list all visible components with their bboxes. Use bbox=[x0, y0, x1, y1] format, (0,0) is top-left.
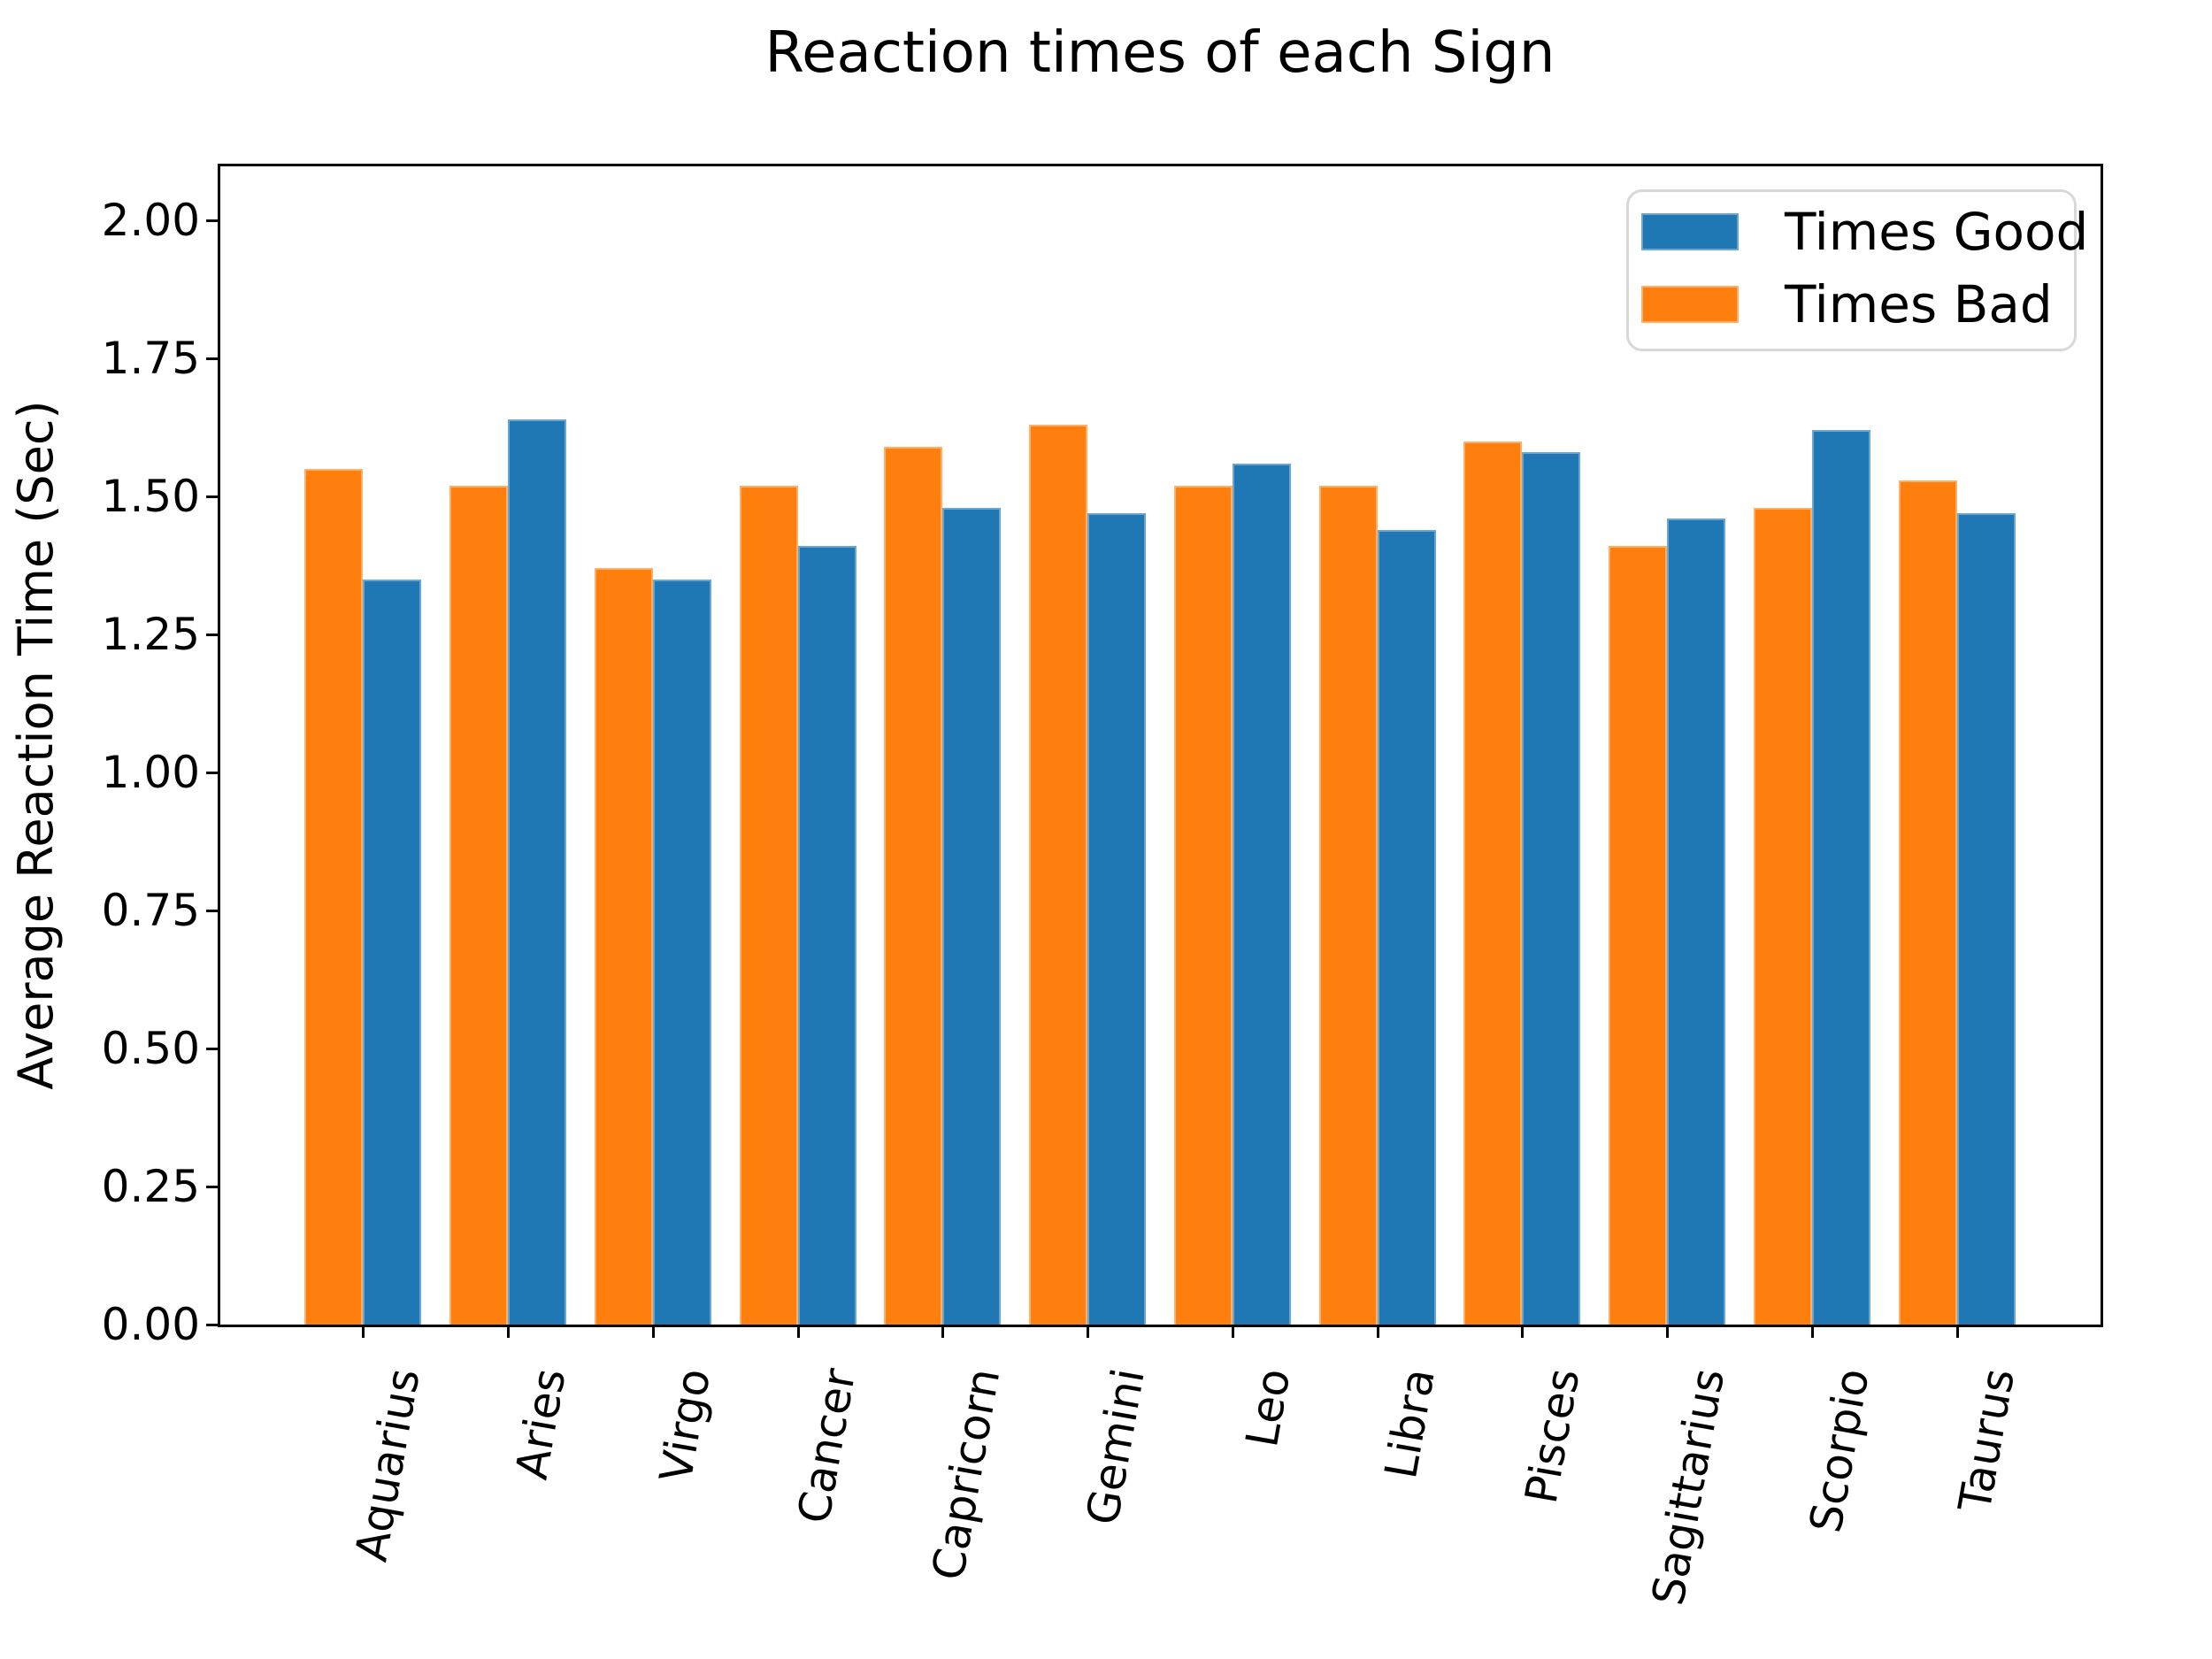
bar-times-good-aries bbox=[508, 419, 566, 1325]
x-tick-label-pisces: Pisces bbox=[1515, 1364, 1590, 1508]
x-tick-mark bbox=[1232, 1325, 1234, 1338]
x-tick-label-scorpio: Scorpio bbox=[1800, 1364, 1880, 1537]
bar-times-good-aquarius bbox=[363, 580, 421, 1325]
y-tick-mark bbox=[206, 772, 219, 774]
bar-times-bad-capricorn bbox=[884, 447, 942, 1325]
x-tick-mark bbox=[1521, 1325, 1524, 1338]
bar-times-good-virgo bbox=[653, 580, 711, 1325]
y-tick-label: 2.00 bbox=[101, 195, 200, 246]
x-tick-mark bbox=[1956, 1325, 1959, 1338]
x-tick-mark bbox=[941, 1325, 944, 1338]
bar-times-bad-virgo bbox=[595, 568, 653, 1325]
legend-swatch-times-bad bbox=[1641, 285, 1739, 323]
legend-item-times-good: Times Good bbox=[1641, 203, 2088, 260]
y-tick-label: 0.00 bbox=[101, 1299, 200, 1350]
bar-times-good-leo bbox=[1233, 464, 1291, 1325]
bar-times-good-scorpio bbox=[1812, 430, 1870, 1325]
chart-title: Reaction times of each Sign bbox=[764, 20, 1555, 86]
bar-times-bad-cancer bbox=[740, 486, 798, 1325]
legend-label-times-good: Times Good bbox=[1785, 201, 2089, 262]
bar-times-bad-sagittarius bbox=[1609, 546, 1667, 1325]
bar-times-good-cancer bbox=[798, 546, 856, 1325]
bar-times-bad-libra bbox=[1319, 486, 1378, 1325]
x-tick-mark bbox=[1087, 1325, 1089, 1338]
x-tick-mark bbox=[1377, 1325, 1379, 1338]
y-tick-label: 0.50 bbox=[101, 1023, 200, 1074]
bar-times-bad-scorpio bbox=[1754, 508, 1812, 1325]
y-tick-label: 1.00 bbox=[101, 747, 200, 798]
bar-times-good-capricorn bbox=[942, 508, 1001, 1325]
bar-times-good-sagittarius bbox=[1667, 518, 1725, 1325]
bar-times-bad-aries bbox=[449, 486, 508, 1325]
y-tick-label: 0.75 bbox=[101, 885, 200, 936]
y-tick-mark bbox=[206, 219, 219, 222]
y-tick-label: 1.50 bbox=[101, 471, 200, 522]
x-tick-mark bbox=[1811, 1325, 1814, 1338]
bar-times-bad-taurus bbox=[1899, 480, 1957, 1325]
y-tick-label: 1.25 bbox=[101, 609, 200, 660]
y-tick-mark bbox=[206, 910, 219, 912]
legend-item-times-bad: Times Bad bbox=[1641, 275, 2053, 333]
bar-times-bad-gemini bbox=[1029, 425, 1087, 1325]
legend: Times Good Times Bad bbox=[1626, 189, 2088, 351]
x-tick-label-gemini: Gemini bbox=[1077, 1364, 1156, 1529]
x-tick-label-sagittarius: Sagittarius bbox=[1642, 1364, 1735, 1609]
x-tick-label-taurus: Taurus bbox=[1948, 1364, 2025, 1516]
x-tick-mark bbox=[797, 1325, 800, 1338]
x-tick-label-capricorn: Capricorn bbox=[922, 1364, 1010, 1585]
y-tick-mark bbox=[206, 634, 219, 636]
x-tick-label-virgo: Virgo bbox=[649, 1364, 721, 1486]
y-tick-mark bbox=[206, 1324, 219, 1326]
x-tick-label-leo: Leo bbox=[1235, 1364, 1301, 1451]
x-tick-label-libra: Libra bbox=[1375, 1364, 1446, 1483]
x-tick-label-aquarius: Aquarius bbox=[345, 1364, 431, 1565]
bar-times-good-libra bbox=[1378, 530, 1436, 1325]
x-tick-mark bbox=[1666, 1325, 1669, 1338]
bar-times-good-gemini bbox=[1087, 513, 1146, 1325]
y-tick-mark bbox=[206, 357, 219, 360]
x-tick-label-aries: Aries bbox=[505, 1364, 576, 1484]
bar-times-bad-leo bbox=[1174, 486, 1233, 1325]
legend-swatch-times-good bbox=[1641, 212, 1739, 250]
y-tick-mark bbox=[206, 1186, 219, 1188]
y-tick-mark bbox=[206, 495, 219, 498]
x-tick-label-cancer: Cancer bbox=[787, 1364, 866, 1527]
bar-times-bad-pisces bbox=[1463, 442, 1522, 1325]
y-tick-mark bbox=[206, 1048, 219, 1050]
x-tick-mark bbox=[507, 1325, 510, 1338]
bar-times-good-pisces bbox=[1522, 452, 1580, 1325]
bar-times-good-taurus bbox=[1957, 513, 2016, 1325]
y-tick-label: 1.75 bbox=[101, 333, 200, 384]
legend-label-times-bad: Times Bad bbox=[1785, 273, 2053, 334]
bar-times-bad-aquarius bbox=[304, 469, 363, 1325]
x-tick-mark bbox=[652, 1325, 655, 1338]
x-tick-mark bbox=[362, 1325, 365, 1338]
y-tick-label: 0.25 bbox=[101, 1161, 200, 1212]
